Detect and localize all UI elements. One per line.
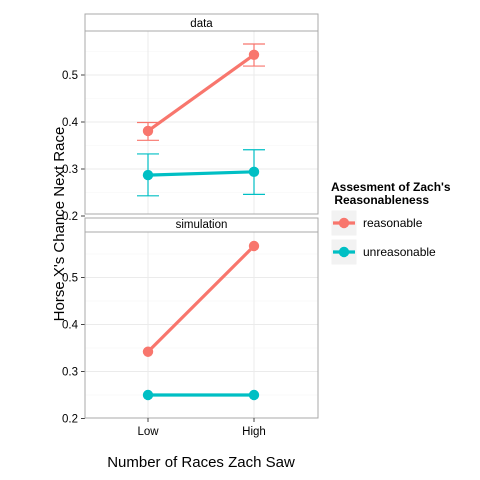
legend: Assesment of Zach's Reasonableness reaso… (330, 180, 451, 266)
legend-title-line-2: Reasonableness (331, 193, 429, 207)
strip-label: simulation (176, 219, 228, 231)
legend-key-point (338, 217, 350, 229)
plot-border (84, 231, 319, 419)
panel-simulation: simulation 0.2 0.3 0.4 0.5 (62, 217, 319, 426)
data-point (142, 125, 154, 137)
y-tick-label: 0.4 (62, 320, 79, 332)
legend-item-unreasonable: unreasonable (330, 238, 436, 266)
panels-layer: data 0.2 0.3 0.4 0.5 simulation 0.2 0.3 0.4 0.5 Lo… (62, 13, 319, 438)
grid-lines (85, 232, 318, 418)
y-tick-label: 0.5 (62, 70, 78, 82)
strip-label: data (190, 18, 213, 30)
legend-key-point (338, 246, 350, 258)
y-tick-label: 0.3 (62, 164, 78, 176)
series-reasonable (137, 43, 265, 141)
y-tick-label: 0.2 (62, 414, 78, 426)
data-point (142, 346, 154, 357)
series-unreasonable (142, 389, 260, 401)
data-point (248, 240, 260, 252)
legend-title-line-1: Assesment of Zach's (331, 180, 451, 194)
legend-label: unreasonable (363, 245, 436, 259)
y-tick-label: 0.3 (62, 367, 78, 379)
y-tick-label: 0.2 (62, 211, 78, 223)
data-point (248, 49, 260, 60)
y-tick-label: 0.4 (62, 117, 79, 129)
y-tick-label: 0.5 (62, 273, 78, 285)
panel-data: data 0.2 0.3 0.4 0.5 (62, 13, 319, 223)
x-tick-label: Low (137, 426, 159, 438)
legend-item-reasonable: reasonable (330, 209, 423, 237)
x-axis-title: Number of Races Zach Saw (107, 454, 295, 471)
data-point (248, 166, 260, 178)
plot-border (84, 30, 319, 215)
x-tick-label: High (242, 426, 266, 438)
series-unreasonable (137, 149, 265, 197)
series-line (146, 244, 256, 353)
data-point (248, 389, 260, 401)
y-axis-title: Horse X's Chance Next Race (51, 127, 68, 322)
series-line (147, 53, 255, 133)
series-line (147, 170, 255, 177)
data-point (142, 169, 154, 181)
series-reasonable (142, 240, 260, 357)
x-axis: Low High (137, 418, 266, 438)
data-point (142, 389, 154, 401)
legend-label: reasonable (363, 216, 423, 230)
